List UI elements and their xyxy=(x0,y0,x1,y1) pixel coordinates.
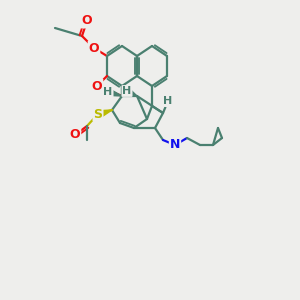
Polygon shape xyxy=(107,88,122,96)
Text: O: O xyxy=(89,41,99,55)
Text: H: H xyxy=(103,87,112,97)
Text: O: O xyxy=(92,80,102,92)
Text: H: H xyxy=(122,86,132,96)
Text: H: H xyxy=(164,96,172,106)
Polygon shape xyxy=(125,88,137,96)
Text: O: O xyxy=(70,128,80,142)
Text: S: S xyxy=(94,107,103,121)
Text: O: O xyxy=(82,14,92,28)
Polygon shape xyxy=(99,110,112,117)
Text: N: N xyxy=(170,139,180,152)
